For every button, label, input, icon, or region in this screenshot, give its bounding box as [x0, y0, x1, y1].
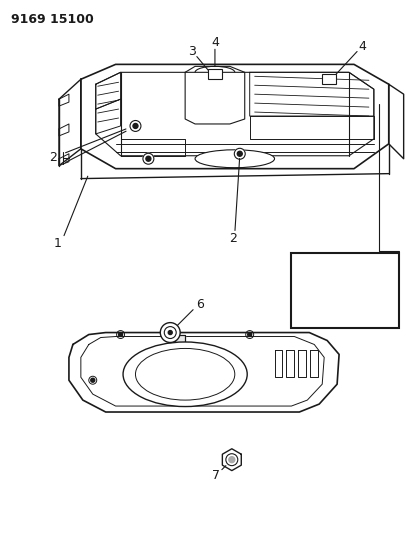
Text: 4: 4	[211, 36, 219, 49]
Polygon shape	[175, 335, 185, 390]
Circle shape	[168, 330, 172, 335]
Bar	[291, 253, 399, 328]
Text: 2: 2	[49, 151, 57, 164]
Ellipse shape	[195, 150, 275, 168]
Polygon shape	[374, 285, 387, 295]
Circle shape	[133, 124, 138, 128]
Text: 6: 6	[196, 298, 204, 311]
Circle shape	[160, 322, 180, 343]
Polygon shape	[299, 261, 392, 318]
Text: 3: 3	[188, 45, 196, 58]
Circle shape	[146, 156, 151, 161]
Text: 5: 5	[296, 318, 303, 331]
Text: 7: 7	[212, 469, 220, 482]
Text: 2: 2	[229, 232, 237, 245]
Bar	[208, 69, 222, 79]
Text: 1: 1	[54, 237, 62, 249]
Circle shape	[234, 148, 245, 159]
Circle shape	[91, 378, 95, 382]
Circle shape	[248, 333, 252, 336]
Text: 9169 15100: 9169 15100	[12, 13, 94, 26]
Bar	[322, 74, 336, 84]
Ellipse shape	[123, 342, 247, 407]
Polygon shape	[222, 449, 241, 471]
Text: 4: 4	[358, 40, 366, 53]
Circle shape	[130, 120, 141, 132]
Circle shape	[119, 333, 122, 336]
Circle shape	[143, 154, 154, 164]
Circle shape	[237, 151, 242, 156]
Circle shape	[229, 457, 235, 463]
Ellipse shape	[136, 349, 235, 400]
